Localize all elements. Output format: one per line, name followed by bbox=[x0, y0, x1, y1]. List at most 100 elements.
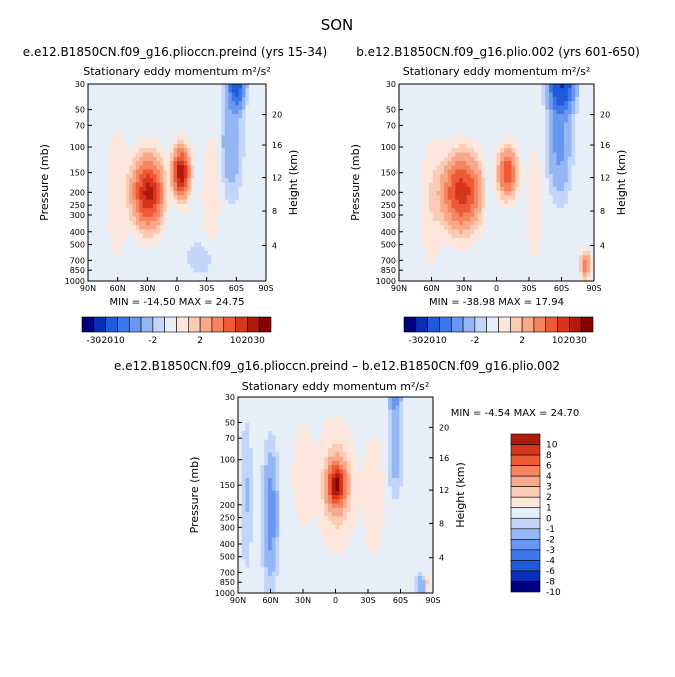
heatmap-cell bbox=[575, 255, 580, 261]
heatmap-cell bbox=[242, 84, 247, 89]
heatmap-cell bbox=[207, 212, 212, 218]
heatmap-cell bbox=[485, 229, 490, 235]
heatmap-cell bbox=[406, 173, 411, 179]
heatmap-cell bbox=[153, 126, 158, 132]
heatmap-cell bbox=[522, 221, 528, 226]
heatmap-cell bbox=[146, 182, 151, 188]
heatmap-cell bbox=[153, 161, 158, 166]
heatmap-cell bbox=[459, 255, 464, 261]
heatmap-cell bbox=[447, 105, 453, 111]
heatmap-cell bbox=[204, 246, 209, 252]
heatmap-cell bbox=[500, 109, 505, 115]
heatmap-cell bbox=[129, 131, 134, 136]
heatmap-cell bbox=[496, 105, 501, 111]
heatmap-cell bbox=[537, 263, 543, 269]
heatmap-cell bbox=[146, 238, 151, 244]
heatmap-cell bbox=[410, 109, 415, 115]
heatmap-cell bbox=[204, 139, 209, 145]
heatmap-cell bbox=[214, 182, 219, 188]
heatmap-cell bbox=[146, 113, 151, 119]
heatmap-cell bbox=[122, 242, 127, 248]
heatmap-cell bbox=[519, 131, 524, 136]
heatmap-cell bbox=[94, 255, 99, 261]
heatmap-cell bbox=[111, 212, 116, 218]
heatmap-cell bbox=[231, 238, 236, 244]
heatmap-cell bbox=[436, 126, 441, 132]
heatmap-cell bbox=[262, 178, 267, 184]
heatmap-cell bbox=[571, 208, 576, 214]
heatmap-cell bbox=[98, 208, 103, 214]
heatmap-cell bbox=[94, 212, 99, 218]
heatmap-cell bbox=[224, 126, 229, 132]
heatmap-cell bbox=[166, 195, 171, 201]
heatmap-cell bbox=[146, 191, 151, 196]
heatmap-cell bbox=[485, 233, 490, 239]
colorbar-swatch bbox=[152, 316, 165, 333]
heatmap-cell bbox=[108, 203, 113, 209]
heatmap-cell bbox=[200, 233, 205, 239]
heatmap-cell bbox=[211, 148, 216, 154]
heatmap-cell bbox=[410, 199, 415, 205]
heatmap-cell bbox=[146, 212, 151, 218]
heatmap-cell bbox=[228, 122, 233, 128]
heatmap-cell bbox=[224, 84, 229, 89]
heatmap-cell bbox=[564, 268, 569, 274]
heatmap-cell bbox=[564, 118, 569, 124]
heatmap-cell bbox=[474, 169, 479, 175]
heatmap-cell bbox=[500, 148, 505, 154]
heatmap-cell bbox=[238, 221, 243, 226]
heatmap-cell bbox=[228, 272, 233, 278]
heatmap-cell bbox=[567, 182, 573, 188]
heatmap-cell bbox=[245, 242, 250, 248]
heatmap-cell bbox=[496, 122, 501, 128]
heatmap-cell bbox=[586, 148, 591, 154]
heatmap-cell bbox=[111, 148, 116, 154]
heatmap-cell bbox=[101, 251, 106, 256]
heatmap-cell bbox=[579, 131, 584, 136]
heatmap-cell bbox=[534, 199, 539, 205]
heatmap-cell bbox=[135, 84, 140, 89]
heatmap-cell bbox=[94, 165, 99, 171]
heatmap-cell bbox=[421, 92, 426, 98]
heatmap-cell bbox=[159, 169, 164, 175]
heatmap-cell bbox=[204, 268, 209, 274]
heatmap-cell bbox=[231, 173, 236, 179]
heatmap-cell bbox=[200, 225, 205, 231]
heatmap-cell bbox=[197, 238, 202, 244]
heatmap-cell bbox=[402, 259, 408, 265]
heatmap-cell bbox=[111, 156, 116, 162]
heatmap-cell bbox=[180, 84, 185, 89]
heatmap-cell bbox=[224, 148, 229, 154]
heatmap-cell bbox=[88, 131, 93, 136]
heatmap-cell bbox=[567, 152, 573, 158]
heatmap-cell bbox=[91, 113, 96, 119]
colorbar-label: -2 bbox=[470, 336, 479, 346]
heatmap-cell bbox=[305, 397, 310, 402]
heatmap-cell bbox=[159, 143, 164, 149]
heatmap-cell bbox=[91, 238, 96, 244]
heatmap-cell bbox=[564, 229, 569, 235]
heatmap-cell bbox=[159, 216, 164, 222]
heatmap-cell bbox=[207, 268, 212, 274]
heatmap-cell bbox=[142, 216, 147, 222]
heatmap-cell bbox=[481, 238, 486, 244]
heatmap-cell bbox=[579, 255, 584, 261]
heatmap-cell bbox=[436, 101, 441, 107]
heatmap-cell bbox=[421, 131, 426, 136]
heatmap-cell bbox=[515, 229, 520, 235]
heatmap-cell bbox=[526, 178, 531, 184]
heatmap-cell bbox=[406, 118, 411, 124]
heatmap-cell bbox=[224, 216, 229, 222]
heatmap-cell bbox=[579, 113, 584, 119]
heatmap-cell bbox=[455, 208, 460, 214]
heatmap-cell bbox=[88, 84, 93, 89]
heatmap-cell bbox=[526, 272, 531, 278]
heatmap-cell bbox=[115, 156, 120, 162]
heatmap-cell bbox=[579, 88, 584, 94]
heatmap-cell bbox=[582, 88, 588, 94]
heatmap-cell bbox=[200, 268, 205, 274]
heatmap-cell bbox=[545, 263, 550, 269]
heatmap-cell bbox=[534, 276, 539, 282]
heatmap-cell bbox=[180, 212, 185, 218]
heatmap-cell bbox=[582, 191, 588, 196]
